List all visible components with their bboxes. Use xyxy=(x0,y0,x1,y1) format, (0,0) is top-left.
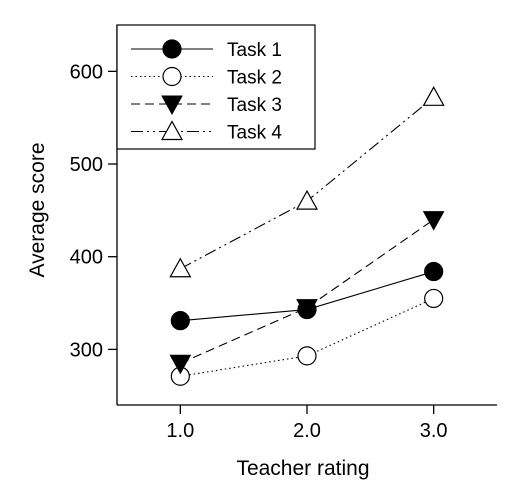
data-point xyxy=(422,86,445,106)
legend-item: Task 1 xyxy=(131,39,282,61)
data-point xyxy=(424,261,444,282)
legend-marker xyxy=(161,95,183,116)
x-tick-label: 1.0 xyxy=(166,420,194,442)
data-point xyxy=(297,346,317,366)
series-task-3 xyxy=(169,211,445,375)
x-axis-title: Teacher rating xyxy=(236,457,369,480)
data-point xyxy=(424,288,444,309)
legend-label: Task 4 xyxy=(227,123,282,144)
series-task-4 xyxy=(169,86,445,278)
legend: Task 1 Task 2 Task 3 Task 4 xyxy=(116,24,316,150)
legend-label: Task 1 xyxy=(227,40,282,61)
data-point xyxy=(170,311,190,331)
data-point xyxy=(296,299,318,319)
y-tick-label: 600 xyxy=(70,61,103,83)
legend-item: Task 4 xyxy=(131,120,282,144)
legend-marker xyxy=(160,120,184,141)
data-point xyxy=(422,211,445,231)
legend-label: Task 3 xyxy=(227,95,282,116)
legend-item: Task 3 xyxy=(131,95,282,116)
y-axis-ticks: 300 400 500 600 xyxy=(70,61,117,361)
y-tick-label: 300 xyxy=(70,339,103,361)
y-axis-title: Average score xyxy=(26,142,49,277)
data-point xyxy=(169,257,192,278)
legend-marker xyxy=(162,39,182,59)
y-tick-label: 500 xyxy=(70,154,103,176)
legend-label: Task 2 xyxy=(227,68,282,89)
legend-marker xyxy=(162,66,182,87)
series-line xyxy=(180,297,434,377)
series-layer xyxy=(169,86,445,386)
x-axis-ticks: 1.0 2.0 3.0 xyxy=(166,405,448,442)
series-line xyxy=(180,219,434,364)
data-point xyxy=(295,189,319,210)
legend-item: Task 2 xyxy=(131,66,282,89)
y-tick-label: 400 xyxy=(70,247,103,269)
x-tick-label: 2.0 xyxy=(293,420,321,442)
x-tick-label: 3.0 xyxy=(420,420,448,442)
data-point xyxy=(169,354,192,375)
legend-box xyxy=(116,24,316,150)
series-task-1 xyxy=(170,261,444,331)
